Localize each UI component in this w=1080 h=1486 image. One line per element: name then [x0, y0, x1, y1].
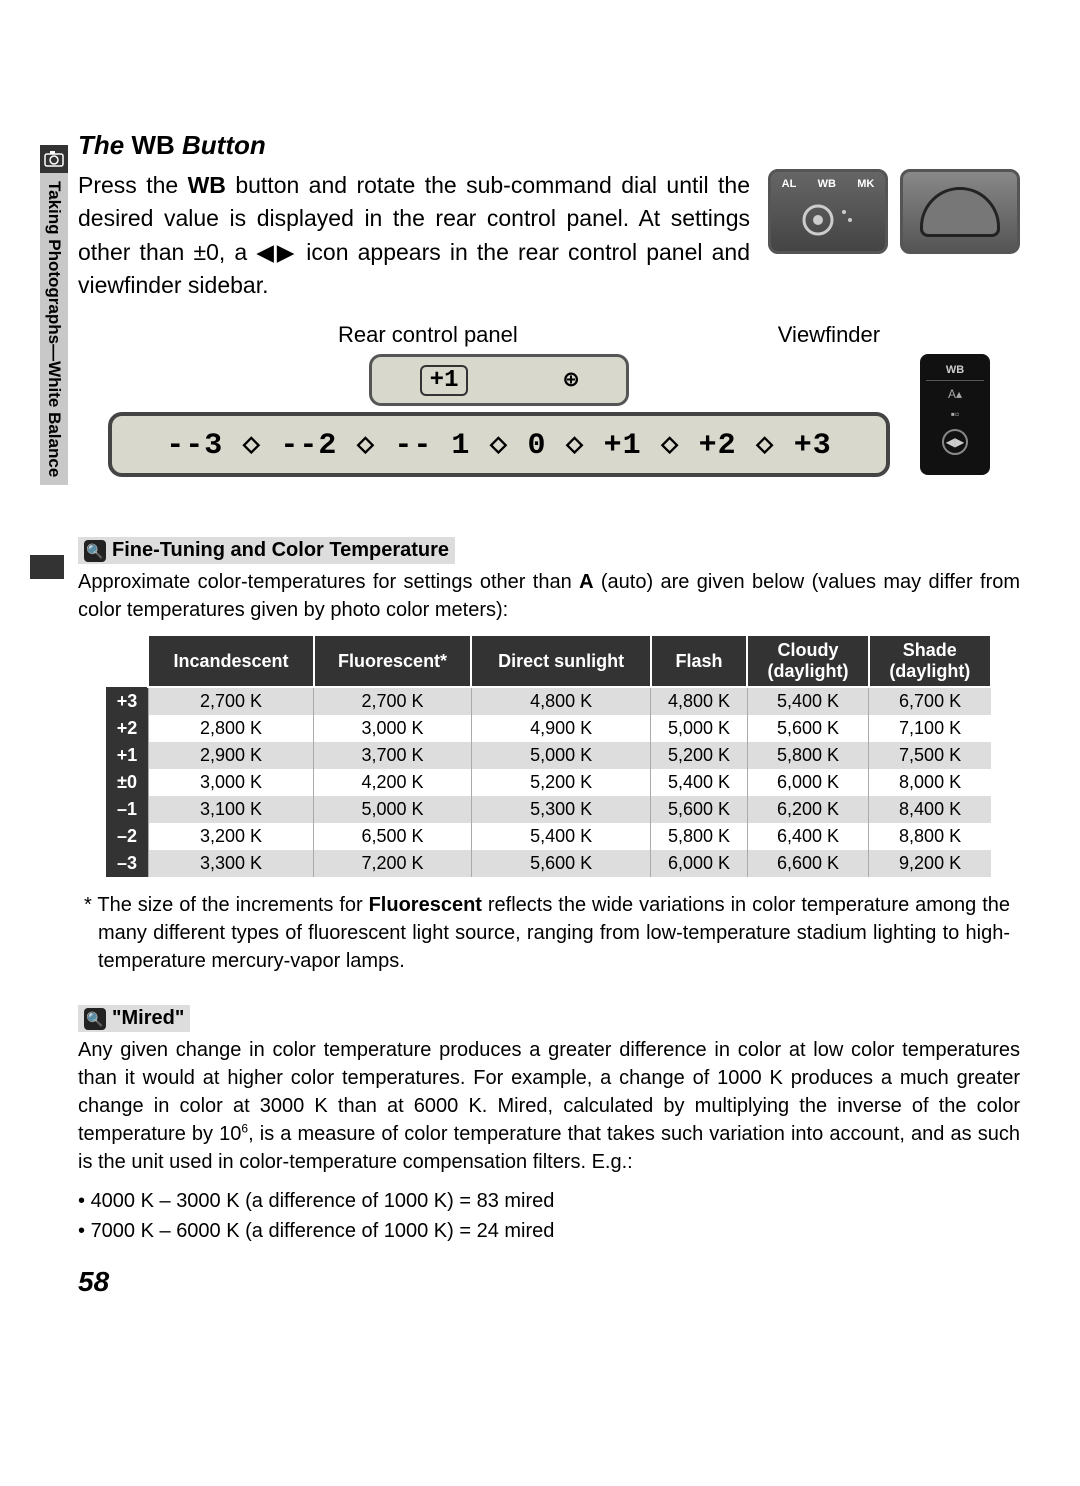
ev-scale: --3 ◇ --2 ◇ -- 1 ◇ 0 ◇ +1 ◇ +2 ◇ +3: [108, 412, 890, 477]
table-header: [106, 635, 148, 687]
mired-examples: 4000 K – 3000 K (a difference of 1000 K)…: [78, 1186, 1020, 1246]
table-row: +22,800 K3,000 K4,900 K5,000 K5,600 K7,1…: [106, 715, 990, 742]
info-icon: 🔍: [84, 540, 106, 562]
note-1-text: Approximate color-temperatures for setti…: [78, 568, 1020, 624]
rear-panel-diagram: +1 ⊕ --3 ◇ --2 ◇ -- 1 ◇ 0 ◇ +1 ◇ +2 ◇ +3: [108, 354, 890, 477]
viewfinder-diagram: WB A▴ ▪▫ ◀▶: [920, 354, 990, 475]
wb-button-figure: AL WB MK: [768, 169, 888, 254]
page-number: 58: [78, 1266, 1020, 1298]
note-2-text: Any given change in color temperature pr…: [78, 1036, 1020, 1176]
intro-text: Press the WB button and rotate the sub-c…: [78, 169, 750, 302]
rear-panel-label: Rear control panel: [338, 322, 518, 348]
note-2-heading: 🔍"Mired": [78, 1005, 190, 1032]
table-row: –23,200 K6,500 K5,400 K5,800 K6,400 K8,8…: [106, 823, 990, 850]
table-header: Flash: [651, 635, 747, 687]
table-header: Direct sunlight: [471, 635, 650, 687]
table-header: Cloudy(daylight): [747, 635, 869, 687]
table-header: Fluorescent*: [314, 635, 472, 687]
color-temp-table: IncandescentFluorescent*Direct sunlightF…: [106, 634, 991, 877]
section-title: The WB Button: [78, 130, 1020, 161]
table-footnote: * The size of the increments for Fluores…: [78, 887, 1020, 975]
table-header: Shade(daylight): [869, 635, 991, 687]
camera-icon: [40, 145, 68, 173]
table-row: –33,300 K7,200 K5,600 K6,000 K6,600 K9,2…: [106, 850, 990, 877]
table-row: +32,700 K2,700 K4,800 K4,800 K5,400 K6,7…: [106, 687, 990, 715]
side-label: Taking Photographs—White Balance: [40, 173, 68, 485]
side-tab: Taking Photographs—White Balance: [40, 145, 68, 485]
side-marker: [30, 555, 64, 579]
table-row: ±03,000 K4,200 K5,200 K5,400 K6,000 K8,0…: [106, 769, 990, 796]
viewfinder-label: Viewfinder: [778, 322, 880, 348]
table-header: Incandescent: [148, 635, 313, 687]
note-1-heading: 🔍Fine-Tuning and Color Temperature: [78, 537, 455, 564]
table-row: –13,100 K5,000 K5,300 K5,600 K6,200 K8,4…: [106, 796, 990, 823]
dial-figure: [900, 169, 1020, 254]
info-icon: 🔍: [84, 1008, 106, 1030]
table-row: +12,900 K3,700 K5,000 K5,200 K5,800 K7,5…: [106, 742, 990, 769]
